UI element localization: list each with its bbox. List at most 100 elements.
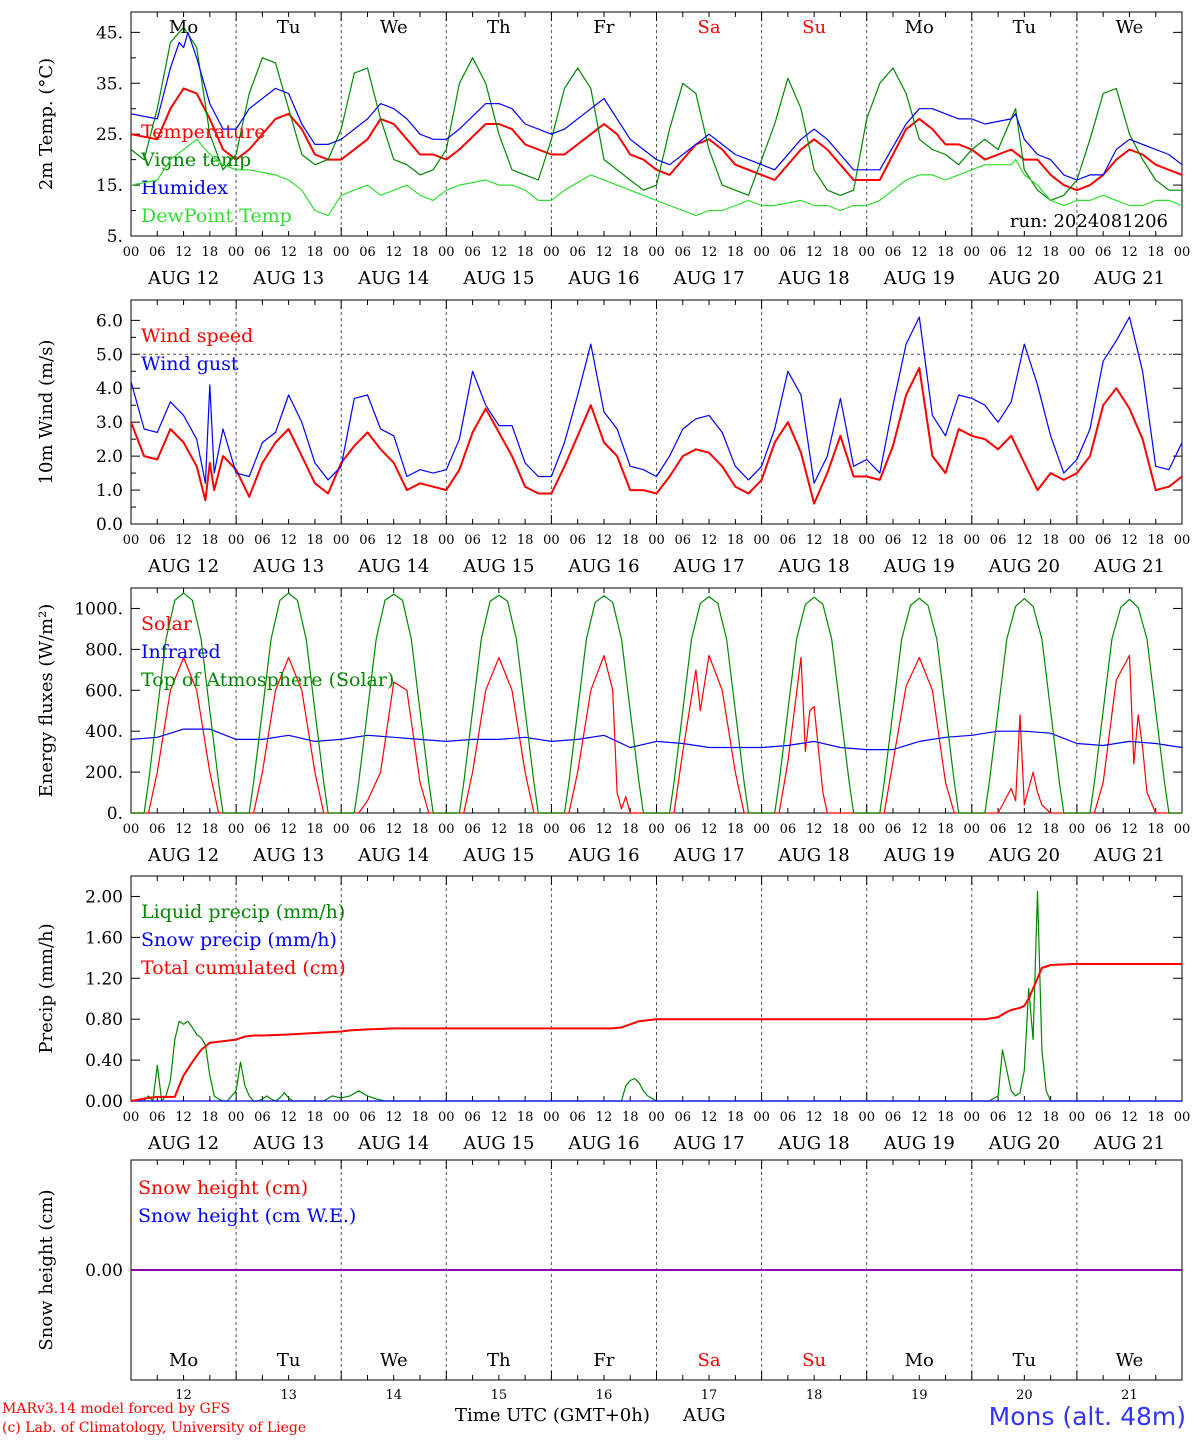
hour-tick-label: 12	[175, 533, 192, 548]
weekday-label-bottom: Th	[487, 1350, 511, 1371]
hour-tick-label: 18	[202, 822, 219, 837]
hour-tick-label: 00	[333, 1110, 350, 1125]
date-label: AUG 16	[567, 1133, 639, 1154]
hour-tick-label: 06	[254, 1110, 271, 1125]
hour-tick-label: 12	[385, 1110, 402, 1125]
hour-tick-label: 00	[858, 1110, 875, 1125]
hour-tick-label: 18	[202, 245, 219, 260]
hour-tick-label: 12	[491, 1110, 508, 1125]
hour-tick-label: 06	[359, 245, 376, 260]
hour-tick-label: 18	[412, 533, 429, 548]
hour-tick-label: 12	[701, 245, 718, 260]
hour-tick-label: 00	[1069, 245, 1086, 260]
hour-tick-label: 00	[858, 822, 875, 837]
hour-tick-label: 00	[648, 1110, 665, 1125]
y-tick-label: 45.	[96, 23, 123, 43]
hour-tick-label: 12	[491, 822, 508, 837]
hour-tick-label: 06	[569, 1110, 586, 1125]
weekday-label-bottom: We	[1116, 1350, 1144, 1371]
weekday-label-bottom: Mo	[169, 1350, 198, 1371]
date-label: AUG 20	[988, 556, 1060, 577]
hour-tick-label: 00	[648, 533, 665, 548]
date-label: AUG 13	[252, 556, 324, 577]
series-line-0	[130, 87, 1183, 192]
weekday-label-bottom: Su	[802, 1350, 826, 1371]
y-tick-label: 25.	[96, 125, 123, 145]
weekday-label-top: Sa	[698, 17, 721, 38]
hour-tick-label: 18	[202, 1110, 219, 1125]
hour-tick-label: 06	[464, 1110, 481, 1125]
hour-tick-label: 18	[832, 822, 849, 837]
day-number: 19	[911, 1388, 928, 1403]
hour-tick-label: 12	[385, 245, 402, 260]
hour-tick-label: 12	[1016, 533, 1033, 548]
hour-tick-label: 00	[1174, 822, 1191, 837]
series-line-2	[130, 31, 1183, 181]
date-label: AUG 20	[988, 268, 1060, 289]
y-tick-label: 0.	[107, 804, 123, 824]
y-tick-label: 35.	[96, 74, 123, 94]
hour-tick-label: 12	[596, 822, 613, 837]
hour-tick-label: 06	[675, 1110, 692, 1125]
hour-tick-label: 12	[280, 533, 297, 548]
date-label: AUG 15	[462, 1133, 534, 1154]
hour-tick-label: 12	[1121, 533, 1138, 548]
hour-tick-label: 00	[753, 533, 770, 548]
hour-tick-label: 00	[333, 533, 350, 548]
date-label: AUG 17	[672, 845, 744, 866]
hour-tick-label: 18	[832, 245, 849, 260]
hour-tick-label: 06	[254, 245, 271, 260]
hour-tick-label: 18	[1147, 1110, 1164, 1125]
date-label: AUG 12	[147, 845, 219, 866]
weekday-label-bottom: Mo	[905, 1350, 934, 1371]
hour-tick-label: 12	[806, 1110, 823, 1125]
hour-tick-label: 00	[543, 1110, 560, 1125]
date-label: AUG 13	[252, 845, 324, 866]
x-axis-title: Time UTC (GMT+0h)	[455, 1405, 650, 1426]
hour-tick-label: 00	[438, 245, 455, 260]
weekday-label-top: Mo	[905, 17, 934, 38]
hour-tick-label: 18	[307, 245, 324, 260]
hour-tick-label: 06	[1095, 533, 1112, 548]
day-number: 17	[701, 1388, 718, 1403]
hour-tick-label: 00	[543, 533, 560, 548]
hour-tick-label: 18	[412, 245, 429, 260]
hour-tick-label: 18	[517, 533, 534, 548]
date-label: AUG 15	[462, 845, 534, 866]
hour-tick-label: 06	[885, 533, 902, 548]
hour-tick-label: 06	[569, 245, 586, 260]
hour-tick-label: 00	[964, 822, 981, 837]
hour-tick-label: 00	[438, 822, 455, 837]
hour-tick-label: 00	[1069, 1110, 1086, 1125]
date-label: AUG 21	[1093, 268, 1165, 289]
hour-tick-label: 00	[1069, 533, 1086, 548]
hour-tick-label: 00	[858, 245, 875, 260]
series-line-1	[130, 26, 1182, 201]
legend-entry: Top of Atmosphere (Solar)	[141, 669, 394, 691]
y-tick-label: 0.0	[96, 515, 123, 535]
hour-tick-label: 12	[385, 822, 402, 837]
hour-tick-label: 18	[517, 245, 534, 260]
date-label: AUG 15	[462, 556, 534, 577]
hour-tick-label: 18	[1042, 533, 1059, 548]
hour-tick-label: 12	[1121, 1110, 1138, 1125]
date-label: AUG 14	[357, 1133, 429, 1154]
model-credit: MARv3.14 model forced by GFS	[2, 1401, 231, 1417]
hour-tick-label: 12	[911, 822, 928, 837]
date-label: AUG 14	[357, 268, 429, 289]
hour-tick-label: 18	[307, 1110, 324, 1125]
hour-tick-label: 00	[648, 822, 665, 837]
hour-tick-label: 00	[123, 1110, 140, 1125]
y-tick-label: 5.	[107, 227, 123, 247]
panel-frame	[130, 587, 1183, 814]
hour-tick-label: 06	[254, 822, 271, 837]
weekday-label-top: We	[380, 17, 408, 38]
weekday-label-bottom: Fr	[593, 1350, 614, 1371]
date-label: AUG 12	[147, 268, 219, 289]
run-label: run: 2024081206	[1010, 211, 1168, 232]
legend-entry: Snow height (cm W.E.)	[138, 1205, 356, 1227]
date-label: AUG 21	[1093, 1133, 1165, 1154]
hour-tick-label: 18	[727, 822, 744, 837]
hour-tick-label: 18	[1147, 822, 1164, 837]
y-tick-label: 1.60	[85, 928, 123, 948]
